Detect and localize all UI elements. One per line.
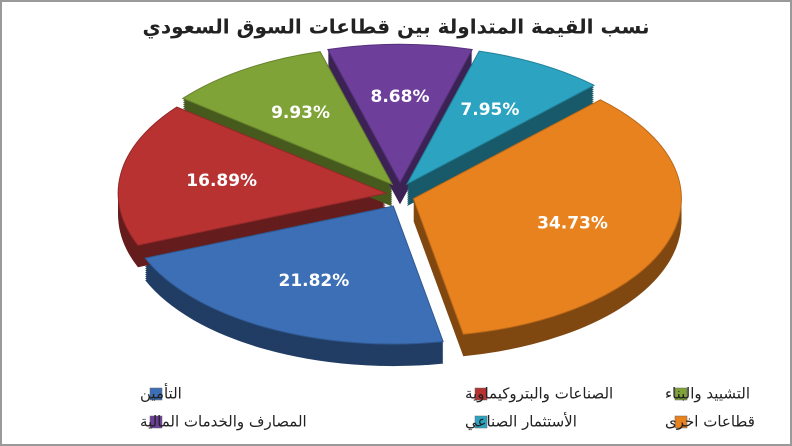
slice	[144, 205, 444, 345]
legend-swatch	[474, 387, 488, 401]
legend-swatch	[149, 387, 163, 401]
value-label: 7.95%	[460, 100, 519, 120]
value-label: 16.89%	[186, 171, 257, 191]
slice	[405, 50, 596, 186]
legend-swatch	[674, 415, 688, 429]
slice	[117, 106, 388, 246]
legend-label: الصناعات والبتروكيماوية	[465, 385, 613, 403]
value-label: 9.93%	[271, 103, 330, 123]
legend: التأمين الصناعات والبتروكيماوية التشييد وا…	[140, 383, 755, 432]
legend-swatch	[674, 387, 688, 401]
slice	[327, 43, 473, 184]
slice	[412, 99, 682, 335]
legend-label: التأمين	[140, 383, 182, 403]
legend-swatch	[474, 415, 488, 429]
legend-label: الأستثمار الصناعي	[465, 412, 577, 432]
slice	[181, 51, 394, 186]
value-label: 34.73%	[537, 213, 608, 233]
value-label: 21.82%	[278, 271, 349, 291]
value-label: 8.68%	[371, 87, 430, 107]
chart-title: نسب القيمة المتداولة بين قطاعات السوق ال…	[143, 15, 650, 40]
legend-label: قطاعات اخرى	[665, 413, 755, 431]
legend-label: التشييد والبناء	[665, 385, 750, 403]
pie: 21.82% 16.89% 9.93% 8.68% 7.95% 34.73%	[117, 43, 682, 367]
legend-swatch	[149, 415, 163, 429]
legend-label: المصارف والخدمات المالية	[140, 413, 307, 431]
